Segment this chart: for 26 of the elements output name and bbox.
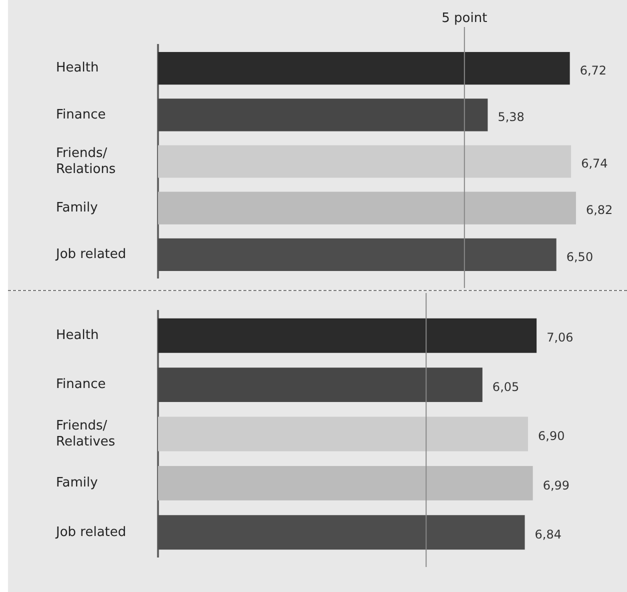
data-label: 6,82 [586, 203, 613, 218]
data-label: 6,50 [566, 250, 594, 264]
bar [158, 192, 576, 224]
y-tick-label: Finance [56, 377, 106, 392]
y-tick-label: Friends/ Relations [56, 146, 116, 177]
data-label: 6,05 [492, 380, 520, 394]
data-label: 6,84 [534, 528, 562, 542]
y-tick-label: Friends/ Relatives [56, 418, 116, 450]
data-label: 5,38 [498, 110, 524, 124]
y-tick-label: Health [56, 60, 99, 76]
y-tick-label: Family [56, 476, 98, 491]
bar [158, 98, 488, 132]
data-label: 6,90 [538, 429, 565, 444]
data-label: 6,72 [580, 63, 607, 78]
data-label: 7,06 [546, 330, 574, 345]
y-tick-label: Family [56, 200, 98, 216]
bar [158, 145, 572, 178]
y-tick-label: Job related [55, 247, 126, 262]
ref-line-label: 5 point [442, 10, 488, 26]
bar [158, 52, 570, 85]
data-label: 6,99 [542, 478, 570, 492]
y-tick-label: Job related [55, 524, 126, 540]
bar [158, 238, 556, 272]
y-tick-label: Health [56, 328, 99, 343]
data-label: 6,74 [581, 156, 608, 171]
y-tick-label: Finance [56, 107, 106, 122]
